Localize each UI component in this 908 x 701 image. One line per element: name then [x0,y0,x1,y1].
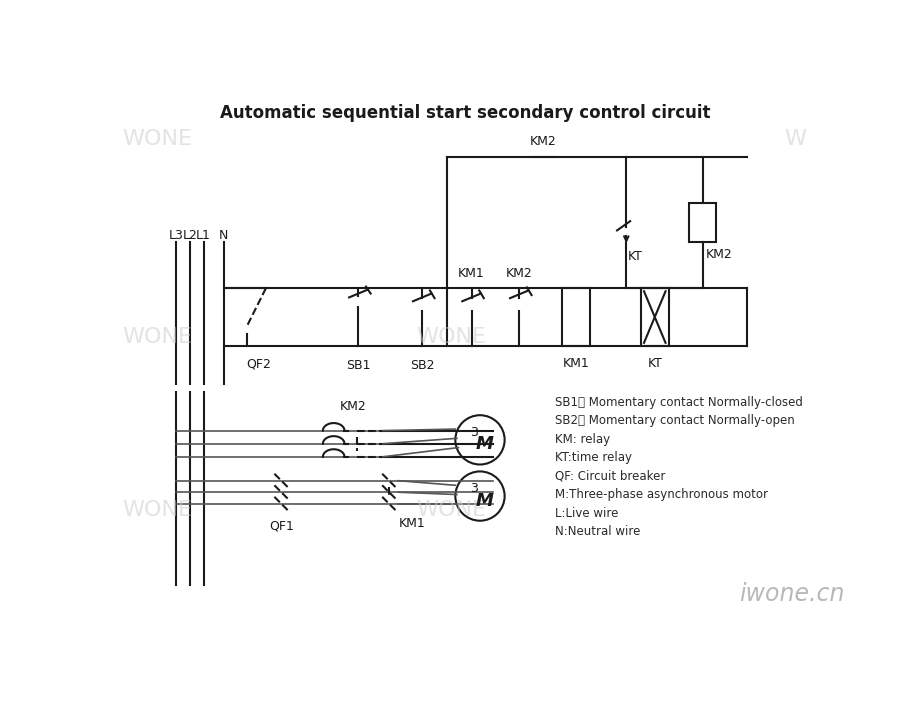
Text: WONE: WONE [416,500,486,520]
Text: KM1: KM1 [563,358,589,370]
Text: SB1: SB1 [346,359,370,372]
Text: KM: relay: KM: relay [555,433,610,446]
Text: QF2: QF2 [246,358,271,370]
Text: KT: KT [627,250,643,263]
Bar [688,203,716,242]
Text: KT: KT [647,358,662,370]
Text: M: M [476,491,494,510]
Text: M: M [476,435,494,454]
Circle shape [455,472,505,521]
Text: 3: 3 [469,426,478,439]
Text: WONE: WONE [122,129,192,149]
Text: KM1: KM1 [459,266,485,280]
Text: Automatic sequential start secondary control circuit: Automatic sequential start secondary con… [220,104,711,122]
Text: N:Neutral wire: N:Neutral wire [555,525,640,538]
Text: 3: 3 [469,482,478,495]
Text: L2: L2 [183,229,197,242]
Bar [562,288,590,346]
Text: SB1： Momentary contact Normally-closed: SB1： Momentary contact Normally-closed [555,396,803,409]
Text: WONE: WONE [122,327,192,347]
Text: M:Three-phase asynchronous motor: M:Three-phase asynchronous motor [555,489,767,501]
Circle shape [455,415,505,465]
Text: iwone.cn: iwone.cn [739,582,845,606]
Text: L:Live wire: L:Live wire [555,507,618,520]
Text: KM1: KM1 [399,517,426,530]
Bar [641,288,668,346]
Text: KM2: KM2 [340,400,366,413]
Text: KM2: KM2 [506,266,533,280]
Text: QF: Circuit breaker: QF: Circuit breaker [555,470,665,483]
Text: L1: L1 [196,229,211,242]
Text: SB2: SB2 [410,359,435,372]
Text: KM2: KM2 [529,135,557,148]
Text: L3: L3 [168,229,183,242]
Text: QF1: QF1 [269,519,294,532]
Text: KT:time relay: KT:time relay [555,451,632,464]
Text: KM2: KM2 [706,248,733,261]
Text: SB2： Momentary contact Normally-open: SB2： Momentary contact Normally-open [555,414,794,428]
Text: WONE: WONE [122,500,192,520]
Text: N: N [219,229,228,242]
Text: WONE: WONE [416,327,486,347]
Text: W: W [785,129,806,149]
